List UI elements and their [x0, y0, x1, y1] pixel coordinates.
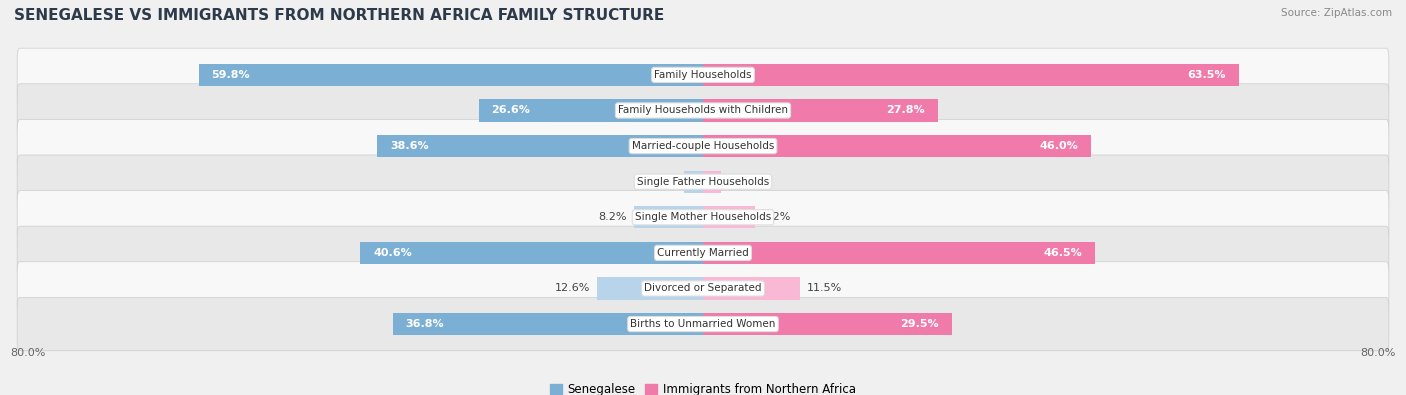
Text: 12.6%: 12.6% [554, 284, 591, 293]
Text: Single Father Households: Single Father Households [637, 177, 769, 187]
Text: 2.1%: 2.1% [727, 177, 756, 187]
Text: Births to Unmarried Women: Births to Unmarried Women [630, 319, 776, 329]
FancyBboxPatch shape [17, 262, 1389, 315]
Text: 6.2%: 6.2% [762, 212, 790, 222]
Text: Divorced or Separated: Divorced or Separated [644, 284, 762, 293]
Bar [703, 64, 1239, 86]
FancyBboxPatch shape [17, 48, 1389, 102]
Text: Single Mother Households: Single Mother Households [636, 212, 770, 222]
Bar [377, 135, 703, 157]
Bar [596, 277, 703, 299]
Bar [703, 313, 952, 335]
Bar [683, 171, 703, 193]
Text: Married-couple Households: Married-couple Households [631, 141, 775, 151]
Text: 63.5%: 63.5% [1188, 70, 1226, 80]
Text: 59.8%: 59.8% [211, 70, 250, 80]
Text: 26.6%: 26.6% [491, 105, 530, 115]
Bar [198, 64, 703, 86]
FancyBboxPatch shape [17, 84, 1389, 137]
FancyBboxPatch shape [17, 226, 1389, 280]
Text: Currently Married: Currently Married [657, 248, 749, 258]
Text: SENEGALESE VS IMMIGRANTS FROM NORTHERN AFRICA FAMILY STRUCTURE: SENEGALESE VS IMMIGRANTS FROM NORTHERN A… [14, 8, 664, 23]
Text: Family Households: Family Households [654, 70, 752, 80]
Text: 46.0%: 46.0% [1039, 141, 1078, 151]
Legend: Senegalese, Immigrants from Northern Africa: Senegalese, Immigrants from Northern Afr… [546, 379, 860, 395]
FancyBboxPatch shape [17, 119, 1389, 173]
Text: 11.5%: 11.5% [807, 284, 842, 293]
Bar [392, 313, 703, 335]
Text: 46.5%: 46.5% [1043, 248, 1083, 258]
Text: 36.8%: 36.8% [405, 319, 444, 329]
FancyBboxPatch shape [17, 190, 1389, 244]
Text: Source: ZipAtlas.com: Source: ZipAtlas.com [1281, 8, 1392, 18]
Text: 38.6%: 38.6% [389, 141, 429, 151]
Text: Family Households with Children: Family Households with Children [619, 105, 787, 115]
Text: 2.3%: 2.3% [648, 177, 676, 187]
Bar [478, 100, 703, 122]
Bar [703, 171, 721, 193]
Bar [703, 100, 938, 122]
Text: 8.2%: 8.2% [599, 212, 627, 222]
Text: 29.5%: 29.5% [901, 319, 939, 329]
Bar [634, 206, 703, 228]
Bar [703, 135, 1091, 157]
FancyBboxPatch shape [17, 297, 1389, 351]
Text: 40.6%: 40.6% [373, 248, 412, 258]
Bar [360, 242, 703, 264]
FancyBboxPatch shape [17, 155, 1389, 209]
Text: 27.8%: 27.8% [886, 105, 925, 115]
Bar [703, 277, 800, 299]
Bar [703, 242, 1095, 264]
Bar [703, 206, 755, 228]
